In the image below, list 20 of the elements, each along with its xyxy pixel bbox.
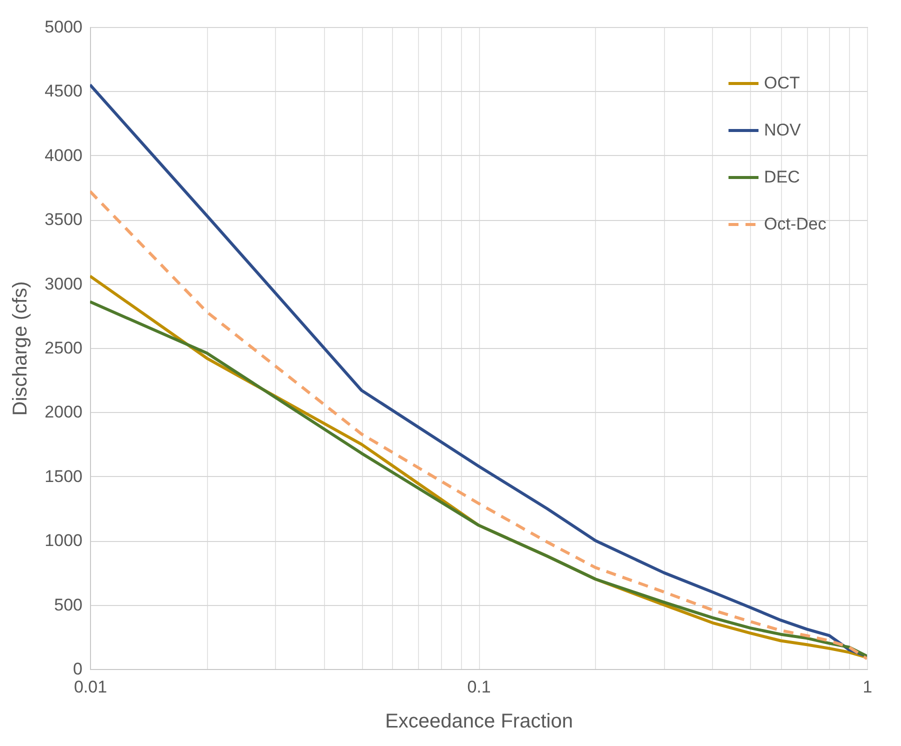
x-tick-label: 0.01 [74,678,108,696]
x-axis-title: Exceedance Fraction [385,710,573,732]
y-tick-label: 2000 [44,402,82,422]
y-tick-label: 1000 [44,531,82,550]
y-tick-label: 5000 [44,18,82,36]
legend-label: NOV [764,120,802,140]
y-tick-label: 500 [54,595,82,614]
y-tick-label: 4000 [44,146,82,165]
y-tick-label: 0 [73,660,82,678]
y-tick-label: 2500 [44,338,82,358]
y-tick-label: 4500 [44,82,82,101]
y-tick-label: 3000 [44,274,82,294]
legend-label: Oct-Dec [764,214,827,234]
y-tick-label: 1500 [44,466,82,486]
x-tick-label: 1 [862,678,872,696]
legend-label: DEC [764,168,800,186]
x-tick-label: 0.1 [467,678,491,696]
y-tick-label: 3500 [44,210,82,230]
legend-label: OCT [764,74,800,92]
y-axis-title: Discharge (cfs) [10,281,32,416]
